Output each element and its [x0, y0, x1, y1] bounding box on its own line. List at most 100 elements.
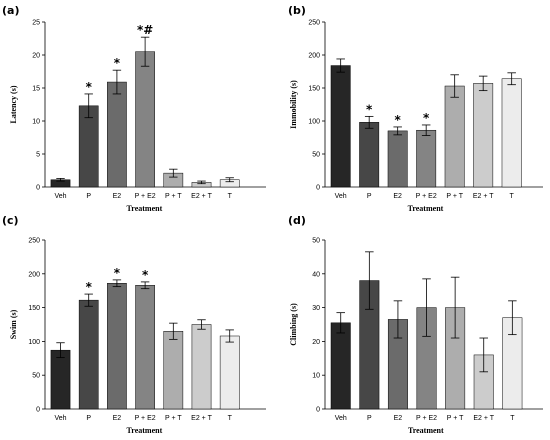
significance-marker: * [114, 266, 121, 280]
y-tick-label: 0 [316, 185, 320, 192]
bar-p [359, 122, 380, 188]
error-bar [140, 36, 150, 67]
y-tick-label: 25 [32, 20, 40, 27]
error-bar [365, 251, 374, 310]
x-tick-label: P + E2 [135, 193, 156, 200]
error-bar [112, 279, 122, 288]
y-tick-label: 100 [308, 119, 320, 126]
x-tick-label: E2 [394, 415, 403, 422]
panel-label: (a) [2, 4, 19, 17]
error-bar [450, 74, 459, 98]
y-tick-label: 250 [308, 20, 320, 27]
x-tick-label: Veh [335, 193, 347, 200]
error-bar [336, 312, 346, 334]
y-tick-label: 100 [28, 339, 40, 346]
y-axis-label: Swim (s) [9, 309, 18, 339]
y-tick-label: 200 [308, 53, 320, 60]
panel-d: (d) 0 10 20 30 40 50 Climbing (s) Treatment Veh P E… [288, 214, 543, 435]
error-bar [169, 168, 178, 178]
y-axis-label: Latency (s) [9, 85, 18, 123]
error-bar [84, 293, 93, 307]
bar-pt [163, 331, 184, 410]
bar-pe2 [416, 129, 437, 188]
x-tick-label: P [86, 415, 91, 422]
x-tick-label: E2 [113, 193, 122, 200]
x-tick-label: Veh [54, 415, 66, 422]
x-tick-label: E2 + T [473, 415, 494, 422]
y-tick-label: 150 [28, 305, 40, 312]
error-bar [56, 342, 65, 359]
panel-a: (a) 0 5 10 15 20 25 Latency (s) Treatment Veh P * E2… [2, 4, 266, 213]
bar-p [78, 299, 99, 410]
bar-veh [50, 349, 71, 410]
bar-e2t [473, 83, 494, 188]
significance-marker: * [395, 113, 402, 127]
x-tick-label: E2 [393, 193, 402, 200]
x-tick-label: E2 + T [191, 193, 212, 200]
y-tick-label: 30 [312, 305, 320, 312]
error-bar [197, 319, 206, 330]
y-tick-label: 200 [28, 271, 40, 278]
panel-c: (c) 0 50 100 150 200 250 Swim (s) Treatment Veh P *… [2, 214, 266, 435]
panel-b: (b) 0 50 100 150 200 250 Immobility (s) Treatmen… [288, 4, 543, 213]
bar-e2 [107, 283, 127, 410]
error-bar [508, 300, 517, 336]
x-tick-label: P + E2 [135, 415, 156, 422]
error-bar [112, 69, 122, 95]
y-tick-label: 10 [312, 373, 320, 380]
x-tick-label: P + T [447, 415, 464, 422]
x-axis-label: Treatment [408, 426, 444, 435]
x-tick-label: P + E2 [416, 193, 437, 200]
x-tick-label: T [510, 193, 515, 200]
error-bar [225, 177, 234, 183]
y-tick-label: 10 [32, 119, 40, 126]
bar-e2 [387, 130, 408, 188]
error-bar [84, 93, 93, 119]
x-axis-label: Treatment [127, 204, 163, 213]
error-bar [225, 329, 234, 343]
y-tick-label: 50 [312, 152, 320, 159]
significance-marker: *# [137, 23, 153, 37]
bar-pe2 [135, 51, 155, 188]
x-tick-label: Veh [335, 415, 347, 422]
x-tick-label: T [228, 415, 233, 422]
x-tick-label: P [86, 193, 91, 200]
x-tick-label: Veh [54, 193, 66, 200]
error-bar [393, 300, 403, 339]
error-bar [169, 322, 178, 340]
error-bar [421, 124, 431, 136]
y-tick-label: 20 [32, 53, 40, 60]
error-bar [422, 278, 431, 337]
error-bar [197, 180, 206, 185]
y-tick-label: 50 [32, 373, 40, 380]
error-bar [140, 281, 150, 290]
x-tick-label: T [510, 415, 515, 422]
y-tick-label: 15 [32, 86, 40, 93]
y-tick-label: 5 [36, 152, 40, 159]
significance-marker: * [423, 111, 430, 125]
y-tick-label: 20 [312, 339, 320, 346]
significance-marker: * [366, 102, 373, 116]
bar-t [501, 78, 522, 188]
bar-t [219, 335, 240, 410]
panel-label: (b) [288, 4, 306, 17]
significance-marker: * [142, 268, 149, 282]
bar-veh [330, 65, 351, 188]
x-tick-label: P [367, 193, 372, 200]
x-tick-label: P + T [165, 193, 182, 200]
y-axis-label: Immobility (s) [289, 80, 298, 129]
error-bar [393, 126, 402, 136]
y-tick-label: 50 [312, 238, 320, 245]
y-tick-label: 40 [312, 271, 320, 278]
x-axis-label: Treatment [408, 204, 444, 213]
panel-label: (d) [288, 214, 306, 227]
y-tick-label: 0 [36, 185, 40, 192]
error-bar [336, 58, 345, 73]
error-bar [507, 72, 516, 86]
bar-pe2 [135, 285, 155, 410]
x-tick-label: E2 + T [473, 193, 494, 200]
x-tick-label: P + T [446, 193, 463, 200]
panel-label: (c) [2, 214, 19, 227]
x-tick-label: E2 + T [191, 415, 212, 422]
